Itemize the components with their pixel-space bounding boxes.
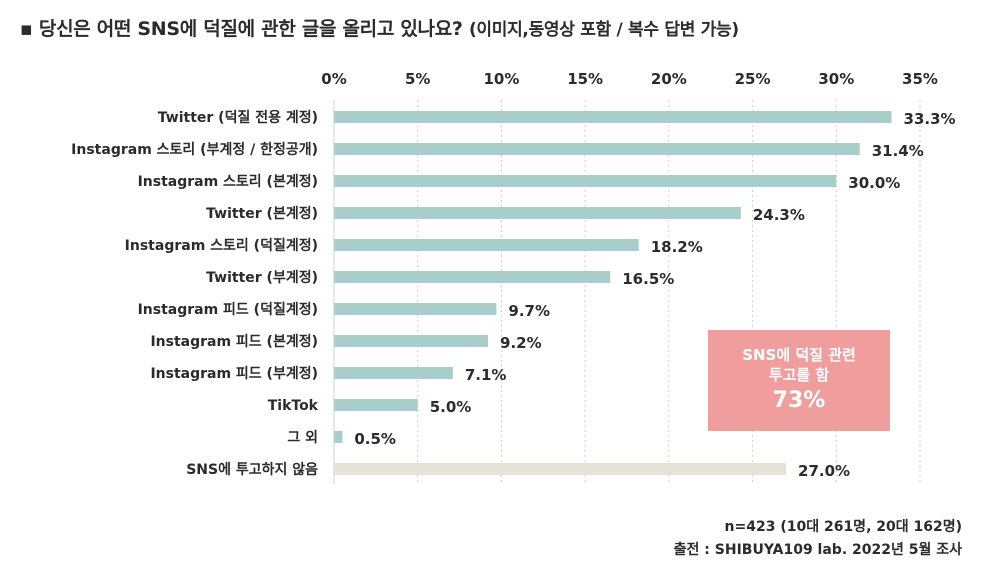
bar: [334, 111, 892, 123]
x-tick-label: 0%: [321, 70, 346, 88]
category-labels: Twitter (덕질 전용 계정) Instagram 스토리 (부계정 / 한…: [71, 109, 319, 478]
bar: [334, 207, 741, 219]
x-tick-label: 30%: [818, 70, 854, 88]
x-tick-label: 10%: [483, 70, 519, 88]
value-label: 16.5%: [622, 270, 674, 288]
value-label: 18.2%: [651, 238, 703, 256]
chart-title-main: ▪ 당신은 어떤 SNS에 덕질에 관한 글을 올리고 있나요?: [20, 18, 463, 40]
chart-title: ▪ 당신은 어떤 SNS에 덕질에 관한 글을 올리고 있나요? (이미지,동영…: [20, 14, 739, 41]
chart-title-sub: (이미지,동영상 포함 / 복수 답변 가능): [468, 20, 739, 40]
x-tick-label: 25%: [735, 70, 771, 88]
bar: [334, 335, 489, 347]
bar: [334, 303, 497, 315]
value-label: 5.0%: [430, 398, 472, 416]
value-label: 7.1%: [465, 366, 507, 384]
value-label: 27.0%: [798, 462, 850, 480]
callout-value: 73%: [772, 388, 826, 413]
value-label: 31.4%: [872, 142, 924, 160]
x-tick-label: 20%: [651, 70, 687, 88]
category-label: Instagram 피드 (덕질계정): [138, 301, 318, 318]
category-label: SNS에 투고하지 않음: [186, 461, 318, 478]
category-label: Instagram 스토리 (본계정): [138, 173, 318, 190]
bar: [334, 271, 611, 283]
value-labels: 33.3% 31.4% 30.0% 24.3% 18.2% 16.5% 9.7% 9.2% 7.…: [354, 110, 955, 480]
x-tick-label: 5%: [405, 70, 430, 88]
x-axis-ticks: 0% 5% 10% 15% 20% 25% 30% 35%: [321, 70, 938, 88]
value-label: 0.5%: [354, 430, 396, 448]
callout-line-2: 투고를 함: [768, 366, 830, 384]
value-label: 24.3%: [753, 206, 805, 224]
bar: [334, 239, 639, 251]
category-label: Instagram 스토리 (부계정 / 한정공개): [71, 141, 318, 158]
value-label: 30.0%: [848, 174, 900, 192]
bar: [334, 399, 418, 411]
value-label: 9.7%: [508, 302, 550, 320]
category-label: Twitter (덕질 전용 계정): [158, 109, 318, 126]
bar: [334, 431, 343, 443]
callout-line-1: SNS에 덕질 관련: [742, 346, 856, 364]
bars: [334, 111, 892, 475]
x-tick-label: 15%: [567, 70, 603, 88]
bar: [334, 143, 860, 155]
category-label: 그 외: [287, 429, 318, 446]
category-label: Instagram 스토리 (덕질계정): [125, 237, 318, 254]
bar: [334, 367, 453, 379]
summary-callout: SNS에 덕질 관련 투고를 함 73%: [708, 330, 890, 431]
bar: [334, 175, 837, 187]
category-label: Twitter (부계정): [206, 269, 318, 286]
category-label: Twitter (본계정): [206, 205, 318, 222]
grid-lines: [333, 100, 921, 484]
chart-footer: n=423 (10대 261명, 20대 162명) 출전 : SHIBUYA1…: [674, 516, 962, 562]
x-tick-label: 35%: [902, 70, 938, 88]
category-label: Instagram 피드 (부계정): [150, 365, 318, 382]
value-label: 9.2%: [500, 334, 542, 352]
sample-size-note: n=423 (10대 261명, 20대 162명): [724, 519, 962, 535]
bar: [334, 463, 787, 475]
category-label: Instagram 피드 (본계정): [150, 333, 318, 350]
value-label: 33.3%: [904, 110, 956, 128]
source-note: 출전 : SHIBUYA109 lab. 2022년 5월 조사: [673, 542, 962, 558]
category-label: TikTok: [268, 398, 319, 414]
